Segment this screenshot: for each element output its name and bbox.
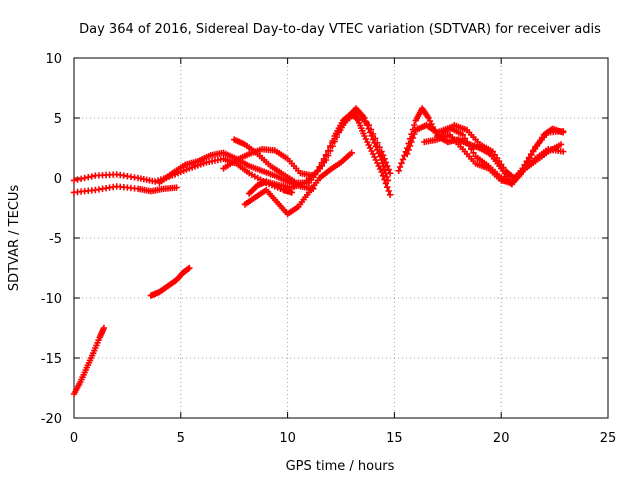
y-tick-label: 10: [45, 52, 62, 67]
x-tick-label: 15: [386, 431, 403, 446]
data-point: [468, 146, 475, 153]
data-point: [386, 170, 394, 177]
data-point: [399, 156, 407, 163]
data-point: [333, 131, 340, 138]
data-point: [316, 163, 323, 170]
data-point: [470, 149, 477, 156]
data-point: [521, 161, 528, 168]
x-tick-label: 10: [279, 431, 296, 446]
data-point: [381, 155, 388, 162]
data-point: [329, 139, 336, 146]
data-point: [318, 159, 325, 166]
data-point: [382, 159, 390, 166]
data-point: [331, 135, 338, 142]
data-point: [465, 142, 473, 149]
data-point: [411, 121, 418, 129]
data-point: [411, 130, 418, 138]
data-point: [463, 138, 471, 146]
data-point: [523, 158, 531, 165]
data-points: [70, 105, 567, 398]
x-tick-label: 5: [177, 431, 185, 446]
data-point: [557, 141, 565, 148]
x-tick-label: 0: [70, 431, 78, 446]
data-point: [173, 184, 180, 191]
grid-lines: [74, 58, 608, 418]
data-point: [186, 264, 193, 272]
data-point: [100, 324, 108, 332]
data-point: [395, 167, 402, 174]
data-point: [337, 123, 345, 130]
data-point: [386, 191, 394, 198]
data-point: [409, 134, 417, 142]
data-point: [384, 177, 392, 184]
data-point: [378, 148, 385, 155]
y-tick-label: -10: [41, 292, 62, 307]
series-arc3: [70, 155, 296, 196]
data-point: [324, 147, 332, 154]
data-point: [519, 165, 526, 172]
data-point: [396, 163, 404, 171]
chart-title: Day 364 of 2016, Sidereal Day-to-day VTE…: [79, 22, 601, 37]
data-point: [335, 127, 343, 134]
data-point: [559, 148, 567, 155]
data-point: [376, 144, 383, 151]
data-point: [348, 149, 355, 156]
data-point: [367, 126, 375, 133]
data-point: [525, 154, 533, 161]
data-point: [459, 131, 466, 138]
x-tick-label: 25: [600, 431, 617, 446]
data-point: [527, 150, 535, 158]
x-tick-label: 20: [493, 431, 510, 446]
series-arc2: [147, 264, 193, 299]
data-point: [374, 139, 381, 146]
data-point: [385, 166, 392, 173]
data-point: [320, 155, 328, 162]
y-tick-label: -20: [41, 412, 62, 427]
y-tick-label: -5: [49, 232, 62, 247]
data-point: [385, 187, 392, 195]
data-point: [408, 138, 415, 146]
y-tick-label: 5: [54, 112, 62, 127]
data-point: [384, 162, 391, 170]
data-point: [379, 152, 387, 159]
data-point: [530, 147, 537, 154]
data-point: [404, 150, 411, 158]
data-point: [327, 143, 334, 150]
y-axis-label: SDTVAR / TECUs: [7, 185, 22, 292]
data-point: [379, 160, 386, 167]
data-point: [314, 167, 321, 174]
series-arc9: [245, 110, 394, 197]
data-point: [405, 146, 412, 154]
series-arc5: [156, 149, 317, 192]
data-point: [406, 142, 414, 150]
data-point: [398, 160, 405, 167]
data-point: [369, 130, 377, 138]
data-point: [378, 168, 385, 176]
y-tick-label: 0: [54, 172, 62, 187]
data-point: [384, 184, 391, 191]
data-point: [322, 151, 330, 158]
series-arc8: [241, 149, 355, 218]
axis-ticks: 0 5 10 15 20 25 10 5 0 -5 -10 -15 -20: [41, 52, 617, 446]
x-axis-label: GPS time / hours: [286, 459, 395, 474]
data-point: [559, 128, 567, 135]
series-arc4: [70, 183, 180, 196]
data-point: [365, 122, 372, 129]
data-point: [353, 116, 361, 123]
series-arc1: [70, 324, 108, 398]
data-point: [371, 135, 379, 142]
y-tick-label: -15: [41, 352, 62, 367]
data-point: [383, 173, 391, 181]
data-point: [461, 135, 469, 142]
series-arc13: [421, 128, 567, 186]
